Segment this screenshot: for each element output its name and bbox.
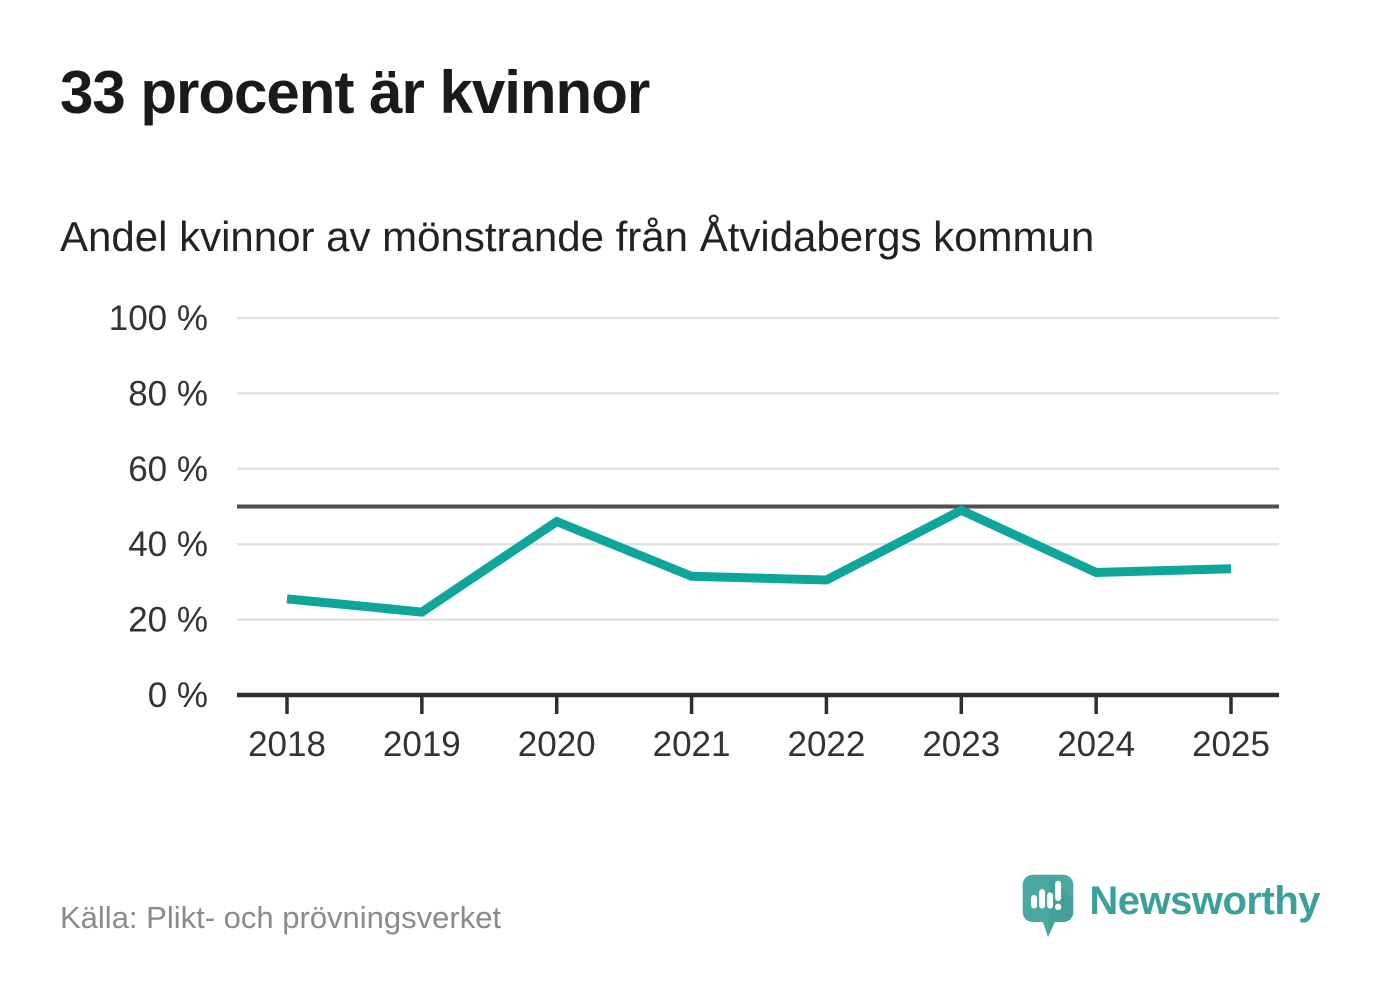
y-axis-label: 60 % <box>128 450 208 489</box>
y-axis-label: 40 % <box>128 525 208 564</box>
logo-bar-3 <box>1047 892 1054 909</box>
x-axis-label: 2025 <box>1192 725 1270 764</box>
logo-exclamation-stem <box>1055 880 1062 901</box>
brand-name: Newsworthy <box>1089 878 1320 923</box>
data-line <box>286 505 1232 617</box>
chart-subtitle: Andel kvinnor av mönstrande från Åtvidab… <box>60 213 1095 260</box>
x-axis-label: 2024 <box>1057 725 1135 764</box>
x-axis-label: 2018 <box>248 725 326 764</box>
source-note: Källa: Plikt- och prövningsverket <box>60 900 502 935</box>
logo-bar-2 <box>1039 889 1046 909</box>
x-axis-label: 2019 <box>383 725 461 764</box>
y-axis-label: 100 % <box>109 299 208 338</box>
logo-bar-1 <box>1031 895 1038 909</box>
brand-footer: Newsworthy <box>1021 870 1320 942</box>
logo-exclamation-dot <box>1055 903 1062 911</box>
newsworthy-logo-icon <box>1023 874 1074 938</box>
chart-title: 33 procent är kvinnor <box>60 59 650 126</box>
x-axis-label: 2022 <box>787 725 865 764</box>
y-axis-label: 20 % <box>128 601 208 640</box>
x-axis-label: 2021 <box>653 725 731 764</box>
x-axis-label: 2020 <box>518 725 596 764</box>
y-axis-label: 0 % <box>148 676 208 715</box>
x-axis-label: 2023 <box>922 725 1000 764</box>
y-axis-label: 80 % <box>128 374 208 413</box>
